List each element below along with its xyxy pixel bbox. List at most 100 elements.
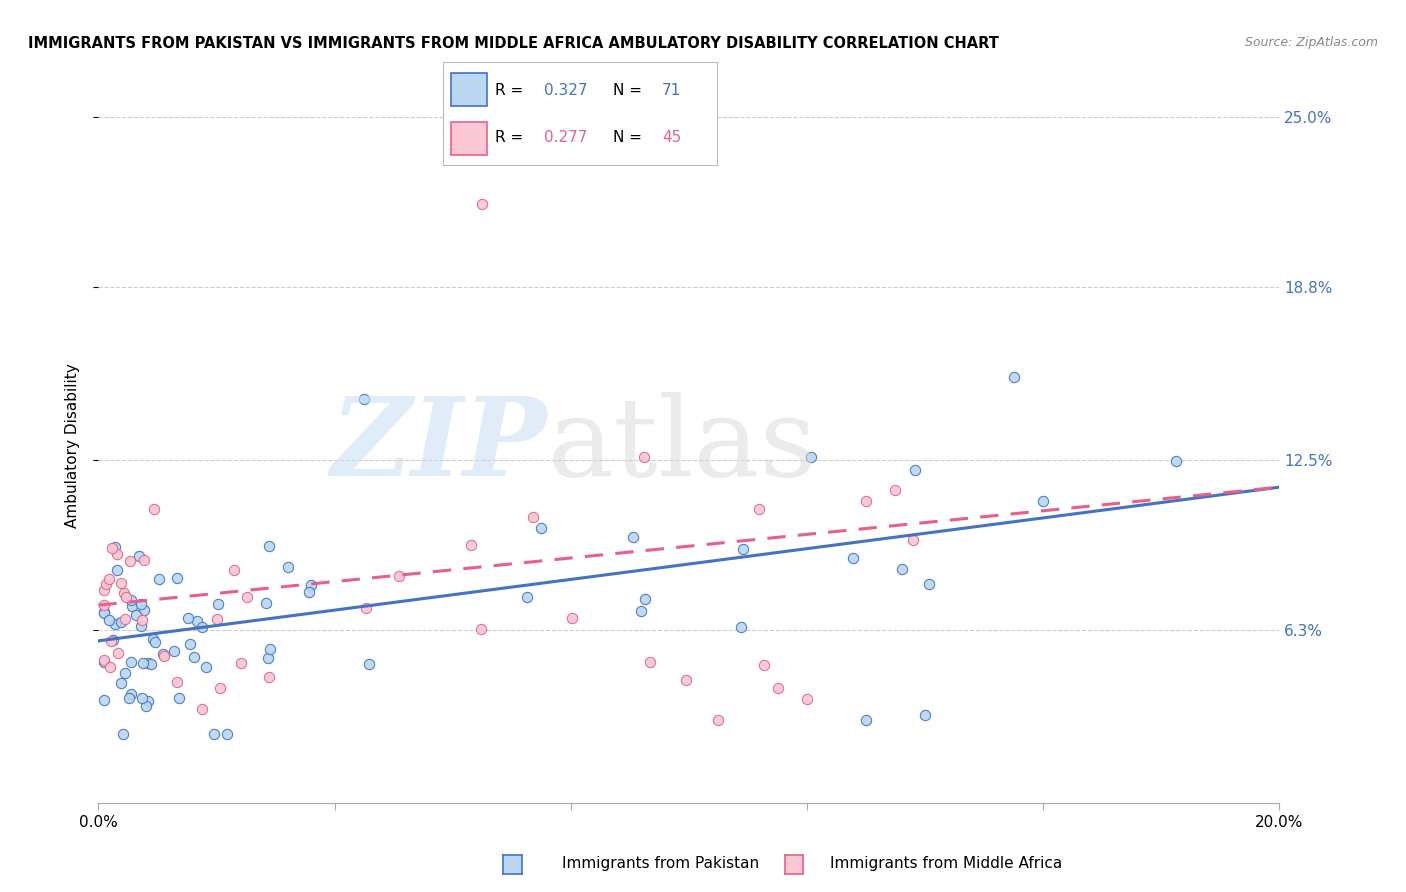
Y-axis label: Ambulatory Disability: Ambulatory Disability	[65, 364, 80, 528]
Text: R =: R =	[495, 83, 529, 97]
Point	[224, 563, 246, 577]
Point	[470, 622, 492, 636]
Point	[707, 714, 730, 728]
Point	[298, 585, 321, 599]
Point	[135, 698, 157, 713]
Point	[120, 593, 142, 607]
Point	[163, 644, 186, 658]
Point	[194, 660, 217, 674]
Point	[110, 576, 132, 591]
Point	[93, 605, 115, 619]
Point	[152, 647, 174, 661]
Point	[93, 582, 115, 597]
Point	[143, 502, 166, 516]
Text: Source: ZipAtlas.com: Source: ZipAtlas.com	[1244, 36, 1378, 49]
Point	[561, 610, 583, 624]
Text: 71: 71	[662, 83, 682, 97]
Point	[904, 463, 927, 477]
Point	[114, 666, 136, 681]
Point	[630, 605, 652, 619]
Text: IMMIGRANTS FROM PAKISTAN VS IMMIGRANTS FROM MIDDLE AFRICA AMBULATORY DISABILITY : IMMIGRANTS FROM PAKISTAN VS IMMIGRANTS F…	[28, 36, 1000, 51]
Point	[110, 615, 132, 629]
Point	[167, 691, 190, 706]
Point	[357, 657, 380, 672]
Point	[183, 649, 205, 664]
Point	[903, 533, 925, 547]
Point	[460, 538, 482, 552]
Point	[143, 635, 166, 649]
Point	[207, 597, 229, 611]
Point	[640, 656, 662, 670]
Point	[142, 632, 165, 646]
Text: Immigrants from Pakistan: Immigrants from Pakistan	[562, 856, 759, 871]
Point	[766, 681, 789, 695]
Point	[136, 694, 159, 708]
Point	[93, 693, 115, 707]
Point	[111, 727, 134, 741]
Point	[105, 563, 128, 577]
Point	[128, 549, 150, 563]
Point	[884, 483, 907, 497]
Point	[129, 618, 152, 632]
Text: atlas: atlas	[547, 392, 817, 500]
Point	[731, 541, 754, 556]
Point	[166, 675, 188, 690]
Point	[918, 577, 941, 591]
Point	[186, 614, 208, 628]
Point	[112, 586, 135, 600]
Point	[235, 591, 257, 605]
Point	[93, 598, 115, 612]
Point	[101, 632, 124, 647]
Point	[217, 727, 239, 741]
Point	[129, 597, 152, 611]
FancyBboxPatch shape	[451, 122, 486, 155]
Point	[191, 620, 214, 634]
Point	[148, 572, 170, 586]
Point	[179, 637, 201, 651]
Point	[730, 620, 752, 634]
Text: ZIP: ZIP	[330, 392, 547, 500]
Point	[104, 540, 127, 554]
Point	[257, 539, 280, 553]
Point	[131, 613, 153, 627]
Point	[471, 197, 494, 211]
Point	[842, 551, 865, 566]
Point	[891, 562, 914, 576]
Point	[855, 714, 877, 728]
Point	[353, 392, 375, 407]
Point	[153, 648, 176, 663]
Point	[125, 607, 148, 622]
Point	[800, 450, 823, 464]
Point	[754, 658, 776, 673]
FancyBboxPatch shape	[451, 73, 486, 105]
Point	[101, 541, 124, 555]
Point	[914, 708, 936, 723]
Text: 0.327: 0.327	[544, 83, 588, 97]
Point	[633, 591, 655, 606]
Point	[100, 634, 122, 648]
Point	[257, 670, 280, 684]
Point	[132, 552, 155, 566]
Text: 0.277: 0.277	[544, 130, 588, 145]
Point	[621, 530, 644, 544]
Point	[675, 673, 697, 687]
Point	[132, 656, 155, 670]
Point	[209, 681, 232, 695]
Point	[93, 656, 115, 670]
Point	[136, 656, 159, 670]
Point	[259, 642, 281, 657]
Point	[530, 521, 553, 535]
Point	[115, 591, 138, 605]
Point	[120, 655, 142, 669]
Point	[98, 660, 121, 674]
Point	[202, 727, 225, 741]
Point	[354, 601, 377, 615]
Point	[299, 578, 322, 592]
Point	[121, 599, 143, 613]
Point	[97, 613, 120, 627]
Point	[748, 502, 770, 516]
Point	[97, 572, 120, 586]
Point	[796, 691, 818, 706]
Point	[166, 571, 188, 585]
Point	[107, 646, 129, 660]
